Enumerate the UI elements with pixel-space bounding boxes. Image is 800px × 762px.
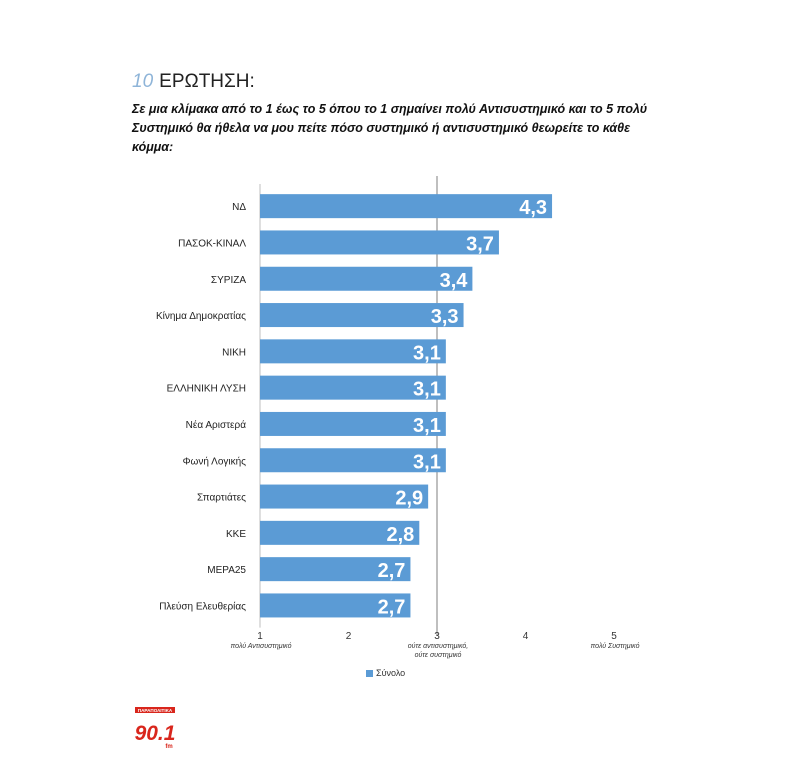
value-label: 3,1 [413, 415, 441, 437]
bar [260, 557, 411, 582]
bar [260, 230, 499, 255]
bar [260, 448, 446, 473]
tick-label: 1 [257, 631, 263, 642]
category-label: ΝΙΚΗ [222, 347, 246, 358]
value-label: 3,7 [466, 233, 494, 255]
tick-label: 4 [523, 631, 529, 642]
value-label: 2,7 [378, 560, 406, 582]
category-label: Φωνή Λογικής [183, 455, 247, 467]
value-label: 3,1 [413, 451, 441, 473]
bar-chart: ΝΔ 4,3 ΠΑΣΟΚ-ΚΙΝΑΛ 3,7 ΣΥΡΙΖΑ 3,4 Κίνημα Δημοκ… [156, 176, 640, 659]
legend-label: Σύνολο [376, 668, 406, 678]
value-label: 3,1 [413, 342, 441, 364]
category-label: ΚΚΕ [226, 529, 246, 540]
value-label: 2,7 [378, 596, 406, 618]
logo-unit: fm [165, 744, 172, 750]
category-label: ΠΑΣΟΚ-ΚΙΝΑΛ [178, 238, 246, 249]
value-label: 3,3 [431, 306, 459, 328]
tick-annotation: ούτε συστημικό [415, 651, 462, 659]
tick-label: 5 [611, 631, 617, 642]
tick-label: 2 [346, 631, 352, 642]
logo-number: 90.1 [135, 722, 176, 745]
tick-annotation: πολύ Συστημικό [591, 642, 640, 650]
tick-annotation: ούτε αντισυστημικό, [408, 642, 469, 650]
tick-annotation: πολύ Αντισυστημικό [231, 642, 292, 650]
bar [260, 593, 411, 618]
question-header: 10 ΕΡΩΤΗΣΗ: Σε μια κλίμακα από το 1 έως τ… [132, 70, 692, 157]
bar [260, 375, 446, 400]
bar [260, 411, 446, 436]
category-label: ΜΕΡΑ25 [207, 565, 246, 576]
category-label: Σπαρτιάτες [197, 492, 246, 504]
category-label: Νέα Αριστερά [186, 419, 247, 431]
question-title: 10 ΕΡΩΤΗΣΗ: [132, 70, 692, 94]
value-label: 3,4 [440, 270, 469, 292]
bar [260, 303, 464, 328]
value-label: 4,3 [519, 197, 547, 219]
category-label: ΣΥΡΙΖΑ [211, 275, 246, 286]
category-label: ΕΛΛΗΝΙΚΗ ΛΥΣΗ [167, 384, 246, 395]
category-label: ΝΔ [232, 202, 246, 213]
value-label: 3,1 [413, 379, 441, 401]
legend-swatch [366, 669, 373, 677]
bar [260, 266, 473, 291]
radio-logo: ΠΑΡΑΠΟΛΙΤΙΚΑ 90.1 fm [134, 706, 176, 750]
question-text: Σε μια κλίμακα από το 1 έως το 5 όπου το… [132, 102, 648, 154]
category-label: Κίνημα Δημοκρατίας [156, 310, 246, 322]
value-label: 2,8 [386, 524, 414, 546]
tick-label: 3 [434, 631, 440, 642]
chart-legend: Σύνολο [366, 668, 405, 678]
logo-top-text: ΠΑΡΑΠΟΛΙΤΙΚΑ [138, 708, 173, 713]
bar [260, 484, 429, 509]
question-word: ΕΡΩΤΗΣΗ: [159, 71, 255, 92]
bar [260, 339, 446, 364]
bar [260, 194, 553, 219]
bar [260, 520, 420, 545]
question-number: 10 [132, 71, 154, 92]
value-label: 2,9 [395, 488, 423, 510]
category-label: Πλεύση Ελευθερίας [159, 600, 246, 612]
